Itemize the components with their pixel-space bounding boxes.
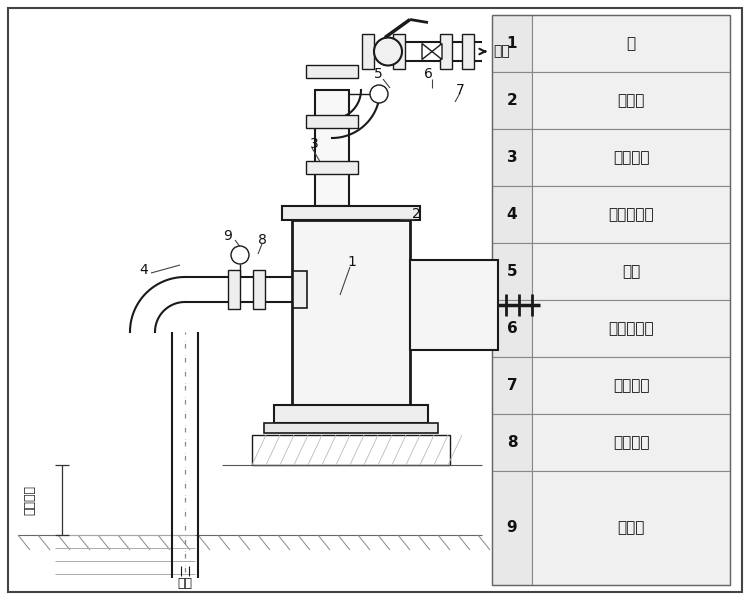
- Bar: [532, 414, 730, 471]
- Bar: [253, 270, 265, 309]
- Text: 流量控制阀: 流量控制阀: [608, 321, 654, 336]
- Text: 泅: 泅: [626, 36, 635, 51]
- Bar: [532, 243, 730, 300]
- Bar: [293, 271, 307, 308]
- Bar: [532, 72, 730, 129]
- Bar: [532, 357, 730, 414]
- Bar: [315, 90, 349, 206]
- Text: 5: 5: [507, 264, 518, 279]
- Bar: [306, 65, 358, 78]
- Bar: [532, 300, 730, 357]
- Bar: [492, 357, 532, 414]
- Bar: [264, 423, 438, 433]
- Bar: [252, 435, 450, 465]
- Polygon shape: [422, 43, 432, 59]
- Text: 4: 4: [507, 207, 518, 222]
- Text: 4: 4: [140, 263, 148, 277]
- Circle shape: [370, 85, 388, 103]
- Bar: [532, 471, 730, 585]
- Bar: [292, 220, 410, 405]
- Bar: [492, 243, 532, 300]
- Text: 7: 7: [507, 378, 518, 393]
- Bar: [228, 270, 240, 309]
- Bar: [492, 471, 532, 585]
- Text: 安装高度: 安装高度: [23, 485, 37, 515]
- Text: 7: 7: [455, 83, 464, 97]
- Bar: [492, 72, 532, 129]
- Text: 6: 6: [507, 321, 518, 336]
- Bar: [462, 34, 474, 69]
- Text: 3: 3: [507, 150, 518, 165]
- Text: 吸入硬唇管: 吸入硬唇管: [608, 207, 654, 222]
- Bar: [492, 129, 532, 186]
- Text: 1: 1: [347, 255, 356, 269]
- Text: 出口垂管: 出口垂管: [613, 150, 650, 165]
- Bar: [492, 414, 532, 471]
- Circle shape: [231, 246, 249, 264]
- Text: 9: 9: [224, 229, 232, 243]
- Bar: [393, 34, 405, 69]
- Text: 真空表: 真空表: [617, 520, 645, 535]
- Text: 5: 5: [374, 67, 382, 81]
- Text: 8: 8: [507, 435, 518, 450]
- Text: 1: 1: [507, 36, 518, 51]
- Text: 出口管路: 出口管路: [613, 378, 650, 393]
- Polygon shape: [432, 43, 442, 59]
- Bar: [492, 186, 532, 243]
- Text: 8: 8: [257, 233, 266, 247]
- Text: 压力表: 压力表: [617, 93, 645, 108]
- Bar: [440, 34, 452, 69]
- Bar: [306, 161, 358, 174]
- Text: 2: 2: [507, 93, 518, 108]
- Text: 出口: 出口: [493, 44, 510, 58]
- Bar: [306, 115, 358, 128]
- Text: 6: 6: [424, 67, 433, 81]
- Bar: [410, 260, 498, 350]
- Bar: [274, 405, 428, 423]
- Bar: [532, 15, 730, 72]
- Bar: [492, 15, 730, 585]
- Bar: [532, 129, 730, 186]
- Bar: [492, 300, 532, 357]
- Text: 3: 3: [310, 137, 318, 151]
- Text: 吸口: 吸口: [178, 577, 193, 590]
- Text: 弯头: 弯头: [622, 264, 640, 279]
- Bar: [362, 34, 374, 69]
- Text: 2: 2: [412, 207, 420, 221]
- Bar: [282, 206, 420, 220]
- Bar: [492, 15, 532, 72]
- Circle shape: [374, 37, 402, 65]
- Bar: [532, 186, 730, 243]
- Text: 加液螺塞: 加液螺塞: [613, 435, 650, 450]
- Text: 9: 9: [507, 520, 518, 535]
